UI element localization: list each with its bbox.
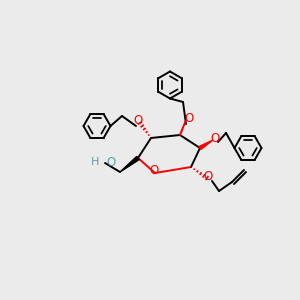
Polygon shape [120, 156, 139, 172]
Text: O: O [184, 112, 194, 124]
Text: O: O [149, 164, 159, 178]
Text: O: O [106, 155, 115, 169]
Text: O: O [210, 131, 220, 145]
Polygon shape [199, 140, 213, 149]
Text: O: O [203, 169, 213, 182]
Text: H: H [91, 157, 99, 167]
Polygon shape [180, 120, 186, 135]
Text: O: O [134, 115, 142, 128]
